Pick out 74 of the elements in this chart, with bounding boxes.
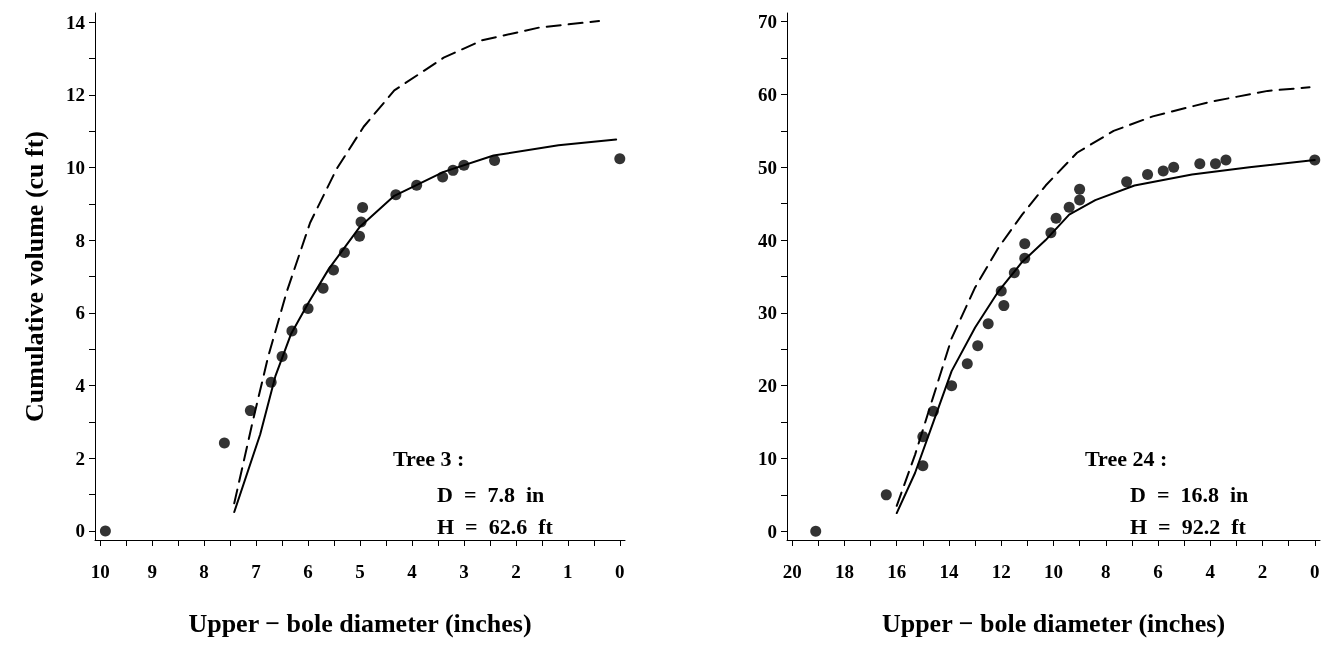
x-tick-label: 12 <box>991 561 1011 582</box>
point <box>489 155 501 167</box>
annotation: H = 92.2 ft <box>1130 513 1247 539</box>
y-axis-title: Cumulative volume (cu ft) <box>19 130 49 423</box>
point <box>218 437 230 449</box>
x-tick-label: 0 <box>1310 561 1320 582</box>
x-tick-label: 20 <box>782 561 802 582</box>
point <box>946 380 958 392</box>
point <box>1074 194 1086 206</box>
x-tick-label: 14 <box>939 561 959 582</box>
point <box>614 153 626 165</box>
y-tick-label: 0 <box>75 520 85 542</box>
annotation: H = 62.6 ft <box>437 513 554 539</box>
y-tick-label: 4 <box>75 375 86 397</box>
point <box>1074 183 1086 195</box>
y-tick-label: 60 <box>758 84 777 106</box>
y-tick-label: 12 <box>66 84 85 106</box>
x-tick-label: 5 <box>355 561 365 582</box>
y-tick-label: 8 <box>75 229 85 251</box>
y-tick-label: 20 <box>758 375 777 397</box>
point <box>1063 201 1075 213</box>
annotation: Tree 24 : <box>1085 445 1168 471</box>
point <box>1157 165 1169 177</box>
x-tick-label: 9 <box>147 561 157 582</box>
x-tick-label: 8 <box>1101 561 1111 582</box>
x-tick-label: 3 <box>459 561 469 582</box>
y-tick-label: 14 <box>66 11 86 33</box>
point <box>1194 158 1206 170</box>
point <box>917 460 929 472</box>
point <box>1019 238 1031 250</box>
x-tick-label: 10 <box>1044 561 1063 582</box>
y-tick-label: 10 <box>758 447 777 469</box>
x-axis-title: Upper − bole diameter (inches) <box>188 608 532 638</box>
point <box>1142 169 1154 181</box>
x-tick-label: 4 <box>407 561 418 582</box>
point <box>982 318 994 330</box>
annotation: D = 16.8 in <box>1130 481 1249 507</box>
point <box>1121 176 1133 188</box>
x-tick-label: 8 <box>199 561 209 582</box>
annotation: Tree 3 : <box>393 445 465 471</box>
point <box>961 358 973 370</box>
point <box>998 300 1010 312</box>
point <box>1220 154 1232 166</box>
y-tick-label: 2 <box>75 447 85 469</box>
x-tick-label: 10 <box>90 561 110 582</box>
point <box>1168 161 1180 173</box>
x-tick-label: 6 <box>303 561 313 582</box>
annotation: D = 7.8 in <box>437 481 545 507</box>
x-tick-label: 2 <box>1257 561 1268 582</box>
y-tick-label: 50 <box>758 156 777 178</box>
x-tick-label: 0 <box>615 561 625 582</box>
x-tick-label: 1 <box>563 561 573 582</box>
y-tick-label: 6 <box>75 302 85 324</box>
x-tick-label: 4 <box>1205 561 1216 582</box>
y-tick-label: 30 <box>758 302 777 324</box>
point <box>810 525 822 537</box>
point <box>353 230 365 242</box>
x-tick-label: 18 <box>834 561 854 582</box>
point <box>972 340 984 352</box>
x-tick-label: 2 <box>511 561 521 582</box>
x-axis-title: Upper − bole diameter (inches) <box>881 608 1226 638</box>
y-tick-label: 0 <box>767 520 777 542</box>
x-tick-label: 16 <box>887 561 907 582</box>
point <box>357 201 369 213</box>
point <box>244 405 256 417</box>
point <box>1050 212 1062 224</box>
point <box>1210 158 1221 170</box>
point <box>880 489 892 501</box>
x-tick-label: 7 <box>251 561 262 582</box>
y-tick-label: 70 <box>758 11 777 33</box>
x-tick-label: 6 <box>1153 561 1163 582</box>
y-tick-label: 40 <box>758 229 777 251</box>
point <box>99 525 111 537</box>
y-tick-label: 10 <box>66 156 85 178</box>
